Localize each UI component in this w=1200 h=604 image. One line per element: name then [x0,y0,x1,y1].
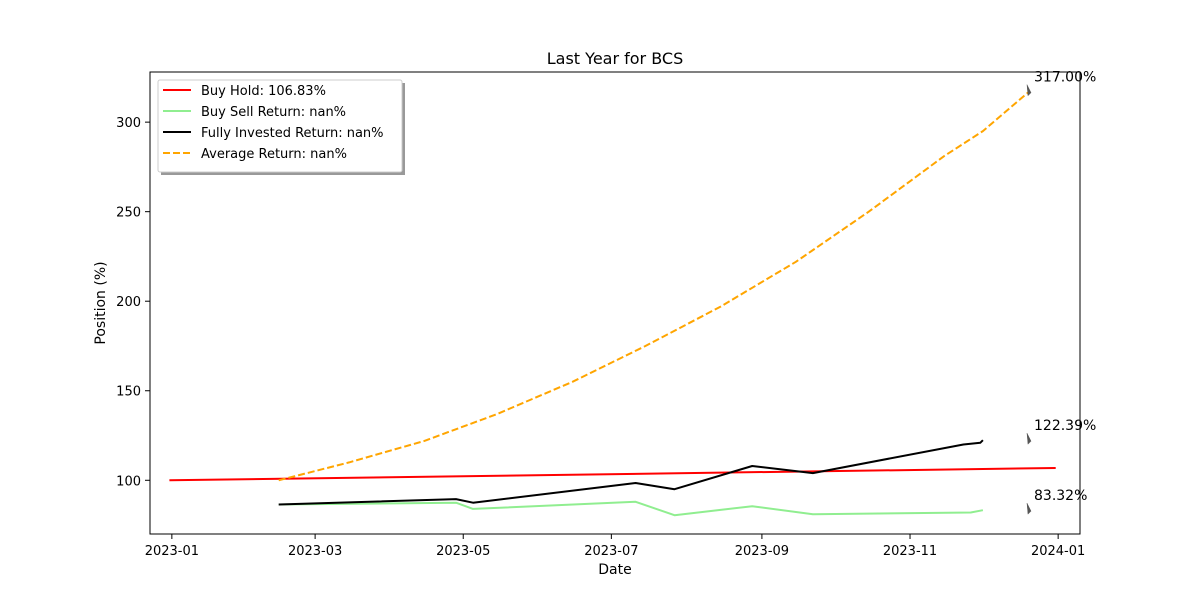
chart-title: Last Year for BCS [547,49,683,68]
annotation-label-2: 122.39% [1034,418,1096,434]
series-line-2 [278,500,984,517]
y-tick-label-3: 200 [116,295,141,310]
x-tick-label-6: 2023-11 [883,544,937,559]
legend-label-2: Buy Sell Return: nan% [201,105,346,120]
series-line-3 [278,439,984,506]
annotation-arrow-3 [1026,503,1032,515]
x-tick-label-1: 2023-01 [145,544,199,559]
annotation-label-1: 317.00% [1034,70,1096,86]
legend-label-1: Buy Hold: 106.83% [201,84,326,99]
y-tick-label-4: 250 [116,206,141,221]
series-line-1 [169,467,1056,482]
annotation-arrow-1 [1026,84,1032,97]
y-tick-label-1: 100 [116,474,141,489]
x-tick-label-2: 2023-03 [288,544,342,559]
legend-label-4: Average Return: nan% [201,147,347,162]
legend-box [157,79,403,173]
plot-frame [149,71,1081,535]
x-tick-label-4: 2023-07 [584,544,638,559]
x-tick-label-3: 2023-05 [436,544,490,559]
y-tick-label-5: 300 [116,116,141,131]
annotation-label-3: 83.32% [1034,488,1087,504]
x-axis-label: Date [598,562,631,578]
y-axis-label: Position (%) [93,261,109,344]
series-line-4 [278,90,1030,482]
y-tick-label-2: 150 [116,385,141,400]
legend: Buy Hold: 106.83% Buy Sell Return: nan% Fu… [157,79,403,173]
x-tick-label-5: 2023-09 [735,544,789,559]
annotation-arrow-2 [1026,433,1032,445]
legend-label-3: Fully Invested Return: nan% [201,126,384,141]
x-tick-label-7: 2024-01 [1031,544,1085,559]
